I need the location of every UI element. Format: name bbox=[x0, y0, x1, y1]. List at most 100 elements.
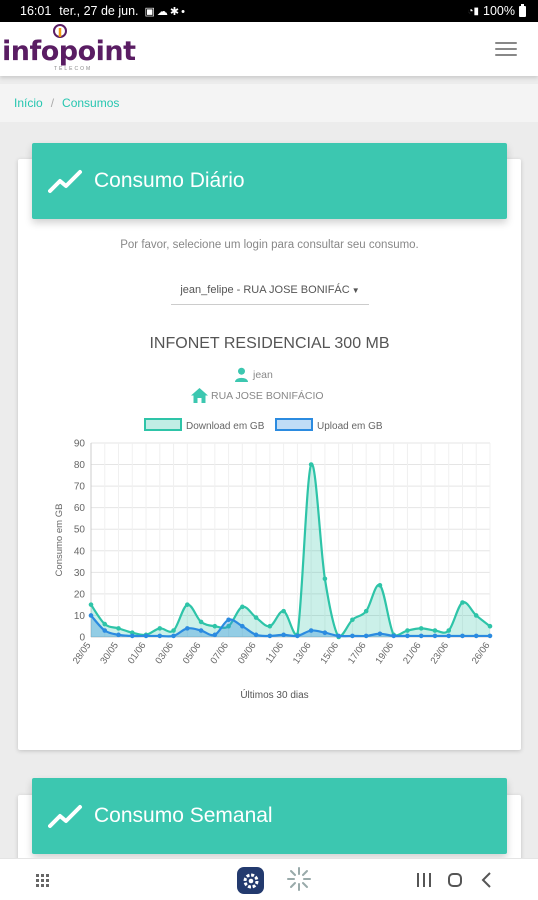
status-time: 16:01 bbox=[20, 4, 52, 18]
x-tick-label: 11/06 bbox=[264, 640, 286, 665]
spark-app-icon[interactable] bbox=[286, 866, 312, 892]
daily-card-header: Consumo Diário bbox=[32, 143, 507, 219]
wifi-signal-icon: ◔▮ bbox=[467, 5, 480, 17]
logo-mark-icon bbox=[53, 24, 67, 38]
x-tick-label: 19/06 bbox=[373, 640, 396, 666]
breadcrumb-home-link[interactable]: Início bbox=[14, 96, 43, 110]
data-point bbox=[267, 623, 273, 629]
data-point bbox=[487, 633, 493, 639]
data-point bbox=[487, 623, 493, 629]
data-point bbox=[446, 633, 452, 639]
login-prompt: Por favor, selecione um login para consu… bbox=[120, 239, 419, 251]
y-tick-label: 0 bbox=[79, 633, 85, 644]
data-point bbox=[308, 462, 314, 467]
trending-up-icon bbox=[48, 805, 82, 828]
breadcrumb-current-link[interactable]: Consumos bbox=[62, 96, 120, 110]
y-tick-label: 80 bbox=[74, 460, 86, 471]
weekly-card-header: Consumo Semanal bbox=[32, 778, 507, 854]
status-date: ter., 27 de jun. bbox=[59, 4, 139, 18]
x-tick-label: 15/06 bbox=[318, 640, 341, 666]
x-tick-label: 17/06 bbox=[346, 640, 369, 666]
x-tick-label: 09/06 bbox=[236, 640, 259, 666]
data-point bbox=[253, 632, 259, 638]
person-icon bbox=[235, 367, 248, 382]
data-point bbox=[171, 633, 176, 639]
data-point bbox=[253, 615, 259, 620]
x-tick-label: 03/06 bbox=[153, 640, 176, 666]
x-tick-label: 28/05 bbox=[71, 640, 94, 666]
trending-up-icon bbox=[48, 170, 82, 193]
daily-card-title: Consumo Diário bbox=[94, 169, 245, 192]
data-point bbox=[102, 628, 108, 633]
menu-icon[interactable] bbox=[495, 42, 517, 56]
logo-subtext: TELECOM bbox=[54, 66, 93, 72]
data-point bbox=[473, 613, 479, 618]
y-tick-label: 90 bbox=[74, 439, 86, 450]
settings-app-icon[interactable] bbox=[237, 867, 264, 894]
legend-swatch-1 bbox=[275, 418, 313, 431]
login-select[interactable]: jean_felipe - RUA JOSE BONIFÁC ▼ bbox=[171, 277, 369, 305]
data-point bbox=[116, 626, 121, 631]
data-point bbox=[157, 626, 163, 631]
plan-name: INFONET RESIDENCIAL 300 MB bbox=[149, 335, 390, 352]
y-tick-label: 60 bbox=[74, 503, 86, 514]
x-tick-label: 13/06 bbox=[291, 640, 314, 666]
breadcrumb-separator: / bbox=[50, 96, 55, 110]
data-point bbox=[240, 623, 245, 629]
data-point bbox=[391, 633, 396, 639]
legend-label-1: Upload em GB bbox=[317, 421, 383, 432]
data-point bbox=[363, 608, 369, 614]
chevron-down-icon: ▼ bbox=[351, 286, 360, 295]
data-point bbox=[226, 617, 231, 623]
data-point bbox=[281, 632, 286, 638]
y-axis-title: Consumo em GB bbox=[54, 504, 65, 577]
data-point bbox=[240, 604, 245, 610]
data-point bbox=[88, 613, 94, 618]
data-point bbox=[267, 633, 273, 639]
data-point bbox=[432, 628, 438, 633]
back-icon[interactable] bbox=[481, 872, 493, 888]
data-point bbox=[116, 632, 121, 638]
x-tick-label: 01/06 bbox=[126, 640, 149, 666]
data-point bbox=[377, 582, 383, 588]
status-bar: 16:01 ter., 27 de jun. ▣☁✱• ◔▮ 100% bbox=[0, 0, 538, 22]
data-point bbox=[363, 633, 369, 639]
battery-icon bbox=[519, 3, 526, 17]
y-tick-label: 70 bbox=[74, 482, 86, 493]
data-point bbox=[308, 628, 314, 633]
data-point bbox=[102, 621, 108, 627]
daily-consumption-chart: Download em GB Upload em GB 0 10 20 30 40 50 60 7… bbox=[54, 418, 493, 701]
weekly-card-title: Consumo Semanal bbox=[94, 804, 273, 827]
data-point bbox=[322, 576, 328, 582]
apps-grid-icon[interactable] bbox=[36, 874, 49, 887]
data-point bbox=[185, 602, 190, 607]
home-button-icon[interactable] bbox=[448, 873, 462, 887]
data-point bbox=[212, 632, 218, 638]
notification-icons: ▣☁✱• bbox=[144, 5, 187, 18]
data-point bbox=[460, 600, 465, 605]
data-point bbox=[418, 633, 424, 639]
y-tick-label: 10 bbox=[74, 611, 86, 622]
y-tick-label: 40 bbox=[74, 546, 86, 557]
x-tick-label: 05/06 bbox=[181, 640, 204, 666]
y-tick-label: 30 bbox=[74, 568, 86, 579]
status-right: ◔▮ 100% bbox=[467, 3, 526, 18]
data-point bbox=[198, 628, 204, 633]
data-point bbox=[157, 633, 163, 639]
data-point bbox=[350, 617, 355, 623]
address-text: RUA JOSE BONIFÁCIO bbox=[211, 389, 324, 402]
data-point bbox=[405, 633, 410, 639]
recent-apps-icon[interactable] bbox=[417, 873, 431, 887]
data-point bbox=[336, 633, 341, 639]
infopoint-logo[interactable]: infopoint TELECOM bbox=[2, 24, 136, 72]
logo-text: infopoint bbox=[2, 36, 136, 67]
battery-level: 100% bbox=[483, 4, 515, 18]
x-tick-label: 30/05 bbox=[98, 640, 121, 666]
app-header: infopoint TELECOM bbox=[0, 22, 538, 76]
login-select-value: jean_felipe - RUA JOSE BONIFÁC bbox=[180, 284, 350, 296]
data-point bbox=[418, 626, 424, 631]
user-line: jean bbox=[234, 367, 273, 382]
x-tick-label: 21/06 bbox=[401, 640, 424, 666]
data-point bbox=[432, 633, 438, 639]
data-point bbox=[198, 619, 204, 625]
